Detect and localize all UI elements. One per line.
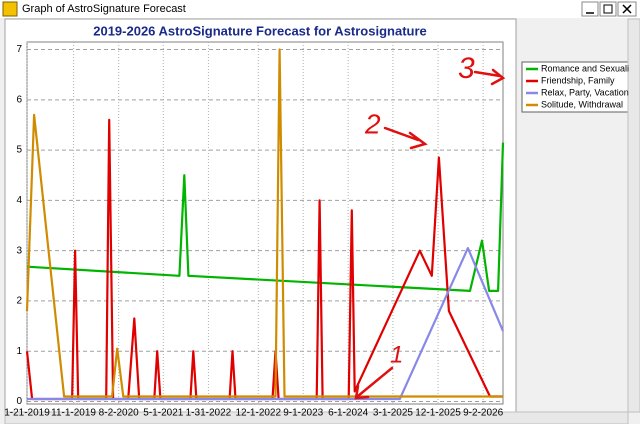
window-buttons[interactable] [581,1,637,17]
annotation-text: 3 [458,52,475,85]
y-tick-label: 4 [16,195,22,206]
annotation-arrow [354,366,394,400]
annotation-arrow [383,126,428,150]
x-tick-label: 8-2-2020 [99,408,139,419]
x-tick-label: 12-1-2025 [415,408,461,419]
y-tick-label: 6 [16,94,22,105]
h-scrollbar[interactable] [4,411,629,424]
window-title: Graph of AstroSignature Forecast [22,3,186,15]
plot: 0 1 2 3 4 5 6 7 1-21-2019 11-1-2019 8-2-2020 5-1-20… [4,42,505,419]
minimize-button[interactable] [581,1,599,17]
x-tick-label: 9-2-2026 [463,408,503,419]
y-tick-label: 1 [16,346,22,357]
x-tick-label: 1-21-2019 [4,408,50,419]
x-tick-label: 9-1-2023 [283,408,323,419]
series-line [25,48,503,398]
handwriting [354,68,506,400]
legend-label: Relax, Party, Vacation [541,87,629,97]
x-tick-label: 12-1-2022 [235,408,281,419]
close-icon [622,4,632,14]
x-tick-label: 6-1-2024 [328,408,368,419]
legend-label: Solitude, Withdrawal [541,99,623,109]
plot-area [26,41,504,405]
annotation-arrow [473,68,506,86]
x-tick-label: 11-1-2019 [51,408,96,419]
y-tick-label: 0 [16,396,22,407]
series-line [26,142,505,292]
annotation-text: 2 [364,108,381,139]
y-tick-label: 3 [16,245,22,256]
x-tick-label: 1-31-2022 [186,408,232,419]
legend-label: Friendship, Family [541,75,615,85]
legend-label: Romance and Sexuali [541,63,629,73]
scrollbar[interactable] [627,18,640,413]
series-line [27,247,505,401]
x-tick-label: 3-1-2025 [373,408,413,419]
title-bar [0,0,640,18]
app-icon [2,1,18,17]
y-tick-label: 2 [16,296,22,307]
y-tick-label: 5 [16,145,22,156]
chart-title: 2019-2026 AstroSignature Forecast for As… [93,23,427,38]
x-tick-label: 5-1-2021 [143,408,183,419]
maximize-icon [603,4,613,14]
maximize-button[interactable] [599,1,617,17]
legend-box [521,61,629,113]
annotation-text: 1 [390,341,403,368]
y-tick-label: 7 [16,44,22,55]
